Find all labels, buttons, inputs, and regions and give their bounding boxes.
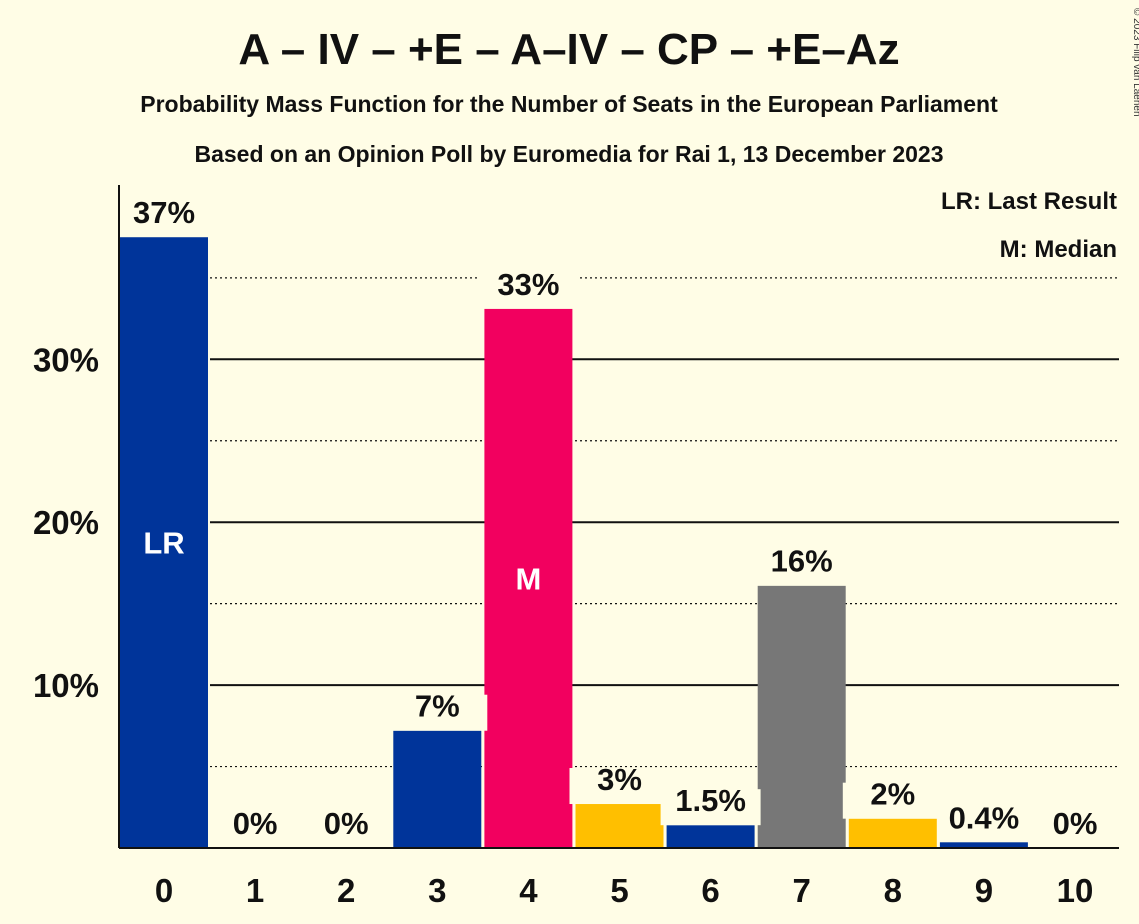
data-label-backdrop-6 (660, 789, 761, 826)
data-label-1: 0% (233, 806, 278, 841)
data-label-2: 0% (324, 806, 369, 841)
bar-0 (120, 237, 208, 848)
axes (118, 185, 1119, 849)
bar-7 (757, 585, 846, 848)
chart-subtitle-1: Probability Mass Function for the Number… (140, 91, 998, 117)
data-label-backdrop-4 (478, 272, 579, 309)
data-label-4: 33% (497, 267, 559, 302)
y-tick-10: 10% (33, 667, 99, 704)
data-label-backdrop-8 (842, 782, 943, 819)
x-tick-9: 9 (975, 872, 993, 909)
bar-6 (666, 825, 755, 848)
data-label-6: 1.5% (675, 783, 746, 818)
data-label-backdrop-3 (387, 694, 488, 731)
x-tick-6: 6 (701, 872, 719, 909)
legend-median: M: Median (1000, 236, 1117, 263)
x-tick-3: 3 (428, 872, 446, 909)
data-label-3: 7% (415, 689, 460, 724)
data-label-backdrop-5 (569, 768, 670, 805)
bar-5 (575, 804, 664, 848)
marker-label-m: M (515, 561, 541, 596)
data-label-8: 2% (870, 777, 915, 812)
x-tick-8: 8 (884, 872, 902, 909)
data-label-0: 37% (133, 195, 195, 230)
x-tick-7: 7 (793, 872, 811, 909)
bar-8 (848, 818, 937, 848)
bar-9 (939, 842, 1028, 848)
data-label-7: 16% (771, 544, 833, 579)
data-label-10: 0% (1053, 806, 1098, 841)
bar-3 (393, 730, 482, 848)
x-tick-10: 10 (1057, 872, 1094, 909)
x-tick-5: 5 (610, 872, 628, 909)
copyright-notice: © 2023 Filip van Laenen (1131, 8, 1139, 117)
data-label-9: 0.4% (949, 800, 1020, 835)
x-tick-0: 0 (155, 872, 173, 909)
data-labels: 37% 0% 0% 7% 33% 3% 1.5% 16% 2% 0.4% 0% LR M (114, 195, 1097, 841)
y-tick-20: 20% (33, 504, 99, 541)
data-label-5: 3% (597, 762, 642, 797)
chart-subtitle-2: Based on an Opinion Poll by Euromedia fo… (194, 141, 943, 167)
data-label-backdrop-0 (114, 201, 214, 238)
legend-last-result: LR: Last Result (941, 188, 1117, 215)
data-label-backdrop-7 (751, 549, 852, 586)
y-tick-30: 30% (33, 341, 99, 378)
chart-title: A – IV – +E – A–IV – CP – +E–Az (238, 25, 899, 74)
gridlines (210, 277, 1119, 768)
x-tick-2: 2 (337, 872, 355, 909)
x-tick-4: 4 (519, 872, 538, 909)
bar-4 (484, 308, 573, 848)
tick-labels: 0 1 2 3 4 5 6 7 8 9 10 10% 20% 30% (33, 341, 1093, 909)
bars (120, 237, 1028, 848)
x-tick-1: 1 (246, 872, 264, 909)
marker-label-lr: LR (143, 526, 184, 561)
